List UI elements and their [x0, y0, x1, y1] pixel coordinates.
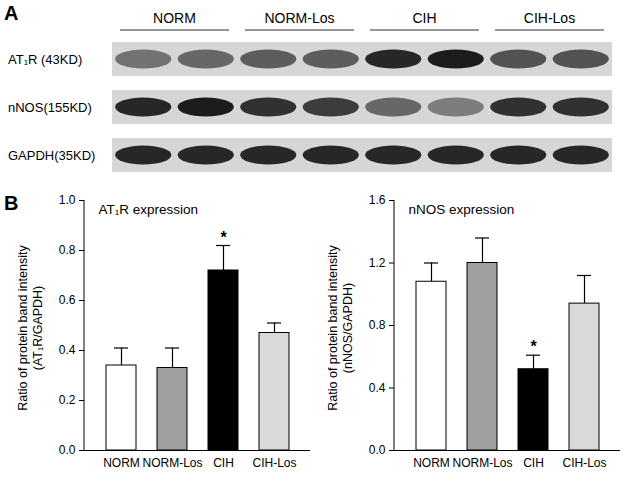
svg-text:CIH-Los: CIH-Los: [252, 456, 296, 470]
svg-text:CIH-Los: CIH-Los: [524, 10, 575, 26]
svg-text:1.2: 1.2: [369, 256, 386, 270]
svg-text:CIH: CIH: [412, 10, 436, 26]
svg-text:0.6: 0.6: [59, 293, 76, 307]
svg-text:1.6: 1.6: [369, 193, 386, 207]
svg-text:0.4: 0.4: [369, 381, 386, 395]
svg-text:B: B: [4, 192, 18, 214]
svg-text:NORM-Los: NORM-Los: [452, 456, 512, 470]
svg-text:NORM: NORM: [413, 456, 450, 470]
svg-text:0.8: 0.8: [369, 318, 386, 332]
svg-text:*: *: [530, 338, 537, 355]
svg-text:0.2: 0.2: [59, 393, 76, 407]
svg-text:NORM-Los: NORM-Los: [142, 456, 202, 470]
svg-text:AT₁R (43KD): AT₁R (43KD): [8, 52, 82, 67]
svg-text:Ratio of protein band intensit: Ratio of protein band intensity: [16, 245, 30, 411]
svg-text:CIH: CIH: [213, 456, 234, 470]
svg-text:(nNOS/GAPDH): (nNOS/GAPDH): [341, 283, 355, 373]
svg-text:CIH-Los: CIH-Los: [562, 456, 606, 470]
svg-text:1.0: 1.0: [59, 193, 76, 207]
svg-text:AT₁R expression: AT₁R expression: [99, 202, 199, 217]
svg-text:0.4: 0.4: [59, 343, 76, 357]
svg-text:nNOS(155KD): nNOS(155KD): [8, 100, 92, 115]
svg-text:(AT₁R/GAPDH): (AT₁R/GAPDH): [31, 286, 45, 371]
svg-text:0.0: 0.0: [369, 443, 386, 457]
svg-text:Ratio of protein band intensit: Ratio of protein band intensity: [326, 245, 340, 411]
svg-text:GAPDH(35KD): GAPDH(35KD): [8, 148, 95, 163]
svg-text:NORM: NORM: [153, 10, 196, 26]
svg-text:NORM: NORM: [103, 456, 140, 470]
svg-text:NORM-Los: NORM-Los: [264, 10, 334, 26]
svg-text:0.8: 0.8: [59, 243, 76, 257]
svg-text:*: *: [220, 229, 227, 246]
svg-text:A: A: [4, 2, 18, 24]
svg-text:nNOS expression: nNOS expression: [409, 202, 515, 217]
svg-text:0.0: 0.0: [59, 443, 76, 457]
svg-text:CIH: CIH: [523, 456, 544, 470]
